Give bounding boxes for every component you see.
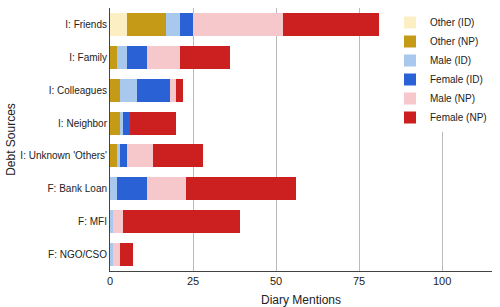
svg-text:Other (NP): Other (NP): [430, 36, 478, 47]
svg-text:Debt Sources: Debt Sources: [4, 103, 18, 176]
svg-text:25: 25: [187, 275, 199, 287]
svg-text:Female (ID): Female (ID): [430, 74, 483, 85]
svg-text:I: Friends: I: Friends: [65, 19, 107, 30]
svg-text:75: 75: [353, 275, 365, 287]
svg-text:F: MFI: F: MFI: [78, 216, 107, 227]
svg-text:0: 0: [107, 275, 113, 287]
svg-text:Female (NP): Female (NP): [430, 112, 487, 123]
svg-text:100: 100: [433, 275, 451, 287]
svg-text:I: Neighbor: I: Neighbor: [58, 118, 108, 129]
svg-text:I: Family: I: Family: [69, 52, 107, 63]
svg-text:I: Colleagues: I: Colleagues: [49, 85, 107, 96]
svg-text:I: Unknown 'Others': I: Unknown 'Others': [20, 150, 107, 161]
svg-text:F: Bank Loan: F: Bank Loan: [48, 183, 107, 194]
svg-text:F: NGO/CSO: F: NGO/CSO: [48, 249, 107, 260]
svg-text:Other (ID): Other (ID): [430, 17, 474, 28]
svg-text:Male (NP): Male (NP): [430, 93, 475, 104]
svg-text:Male (ID): Male (ID): [430, 55, 471, 66]
svg-text:50: 50: [270, 275, 282, 287]
svg-text:Diary Mentions: Diary Mentions: [261, 293, 341, 307]
